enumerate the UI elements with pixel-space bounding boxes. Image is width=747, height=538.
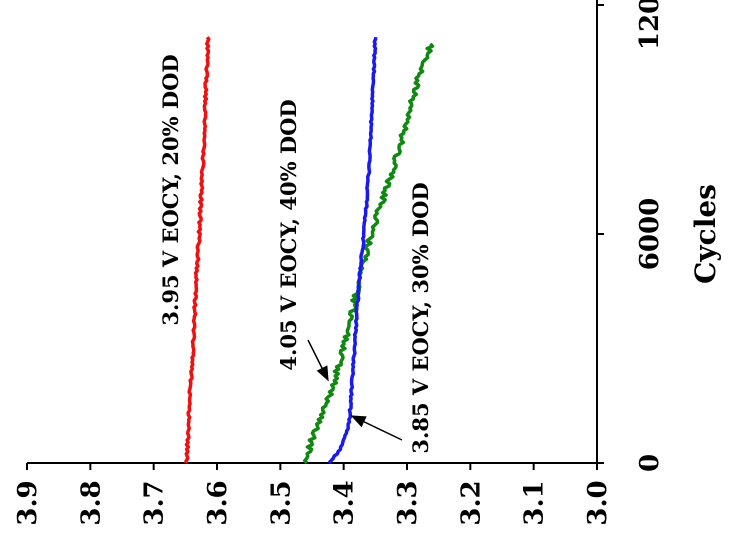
cycles-tick-label: 120	[635, 0, 665, 50]
annotation-arrow-4-05v	[307, 339, 329, 382]
series-label-3-95v-20-dod: 3.95 V EOCY, 20% DOD	[158, 54, 183, 325]
cycles-tick-label: 6000	[635, 198, 665, 270]
series-label-3-85v-30-dod: 3.85 V EOCY, 30% DOD	[408, 182, 433, 453]
cycles-tick-label: 0	[635, 454, 665, 472]
annotation-arrow-3-85v	[350, 415, 403, 441]
cycles-axis-label: Cycles	[689, 184, 722, 284]
series-line-4-05v-40-dod	[303, 42, 435, 465]
voltage-tick-label: 3.1	[520, 480, 550, 525]
voltage-tick-label: 3.3	[393, 480, 423, 525]
voltage-tick-label: 3.2	[456, 480, 486, 525]
plot-area: 3.0 3.1 3.2 3.3 3.4 3.5 3.6 3.7 3.8 3.9 0 6000 120 Cy…	[13, 0, 722, 526]
voltage-tick-label: 3.9	[13, 480, 43, 525]
voltage-tick-label: 3.7	[140, 480, 170, 525]
voltage-tick-label: 3.8	[76, 480, 106, 525]
voltage-tick-label: 3.0	[583, 480, 613, 525]
voltage-tick-label: 3.4	[330, 480, 360, 525]
voltage-tick-label: 3.6	[203, 480, 233, 525]
voltage-tick-label: 3.5	[266, 480, 296, 525]
series-line-3-95v-20-dod	[183, 36, 211, 464]
series-label-4-05v-40-dod: 4.05 V EOCY, 40% DOD	[276, 99, 301, 370]
series-line-3-85v-30-dod	[327, 36, 378, 465]
